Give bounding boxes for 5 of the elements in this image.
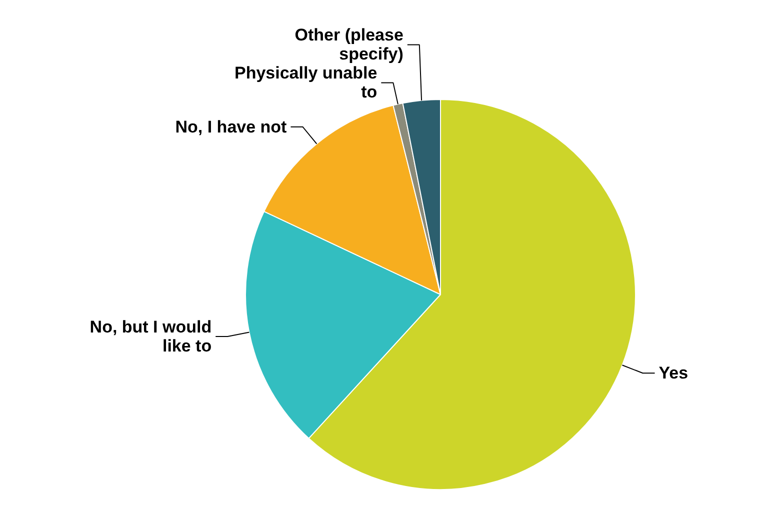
slice-label: No, I have not	[175, 117, 288, 136]
slice-label: No, but I would like to	[90, 318, 212, 356]
slice-label: Physically unable to	[234, 64, 378, 102]
slice-label: Other (please specify)	[294, 26, 404, 64]
slice-label: Yes	[658, 364, 688, 383]
